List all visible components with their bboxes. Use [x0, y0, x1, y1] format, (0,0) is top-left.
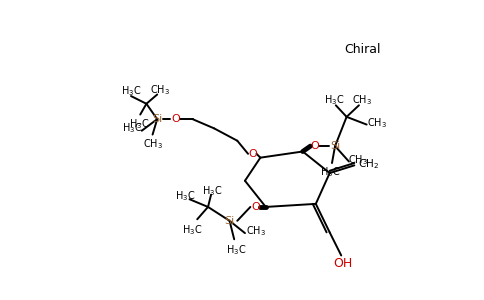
- Text: Si: Si: [330, 141, 340, 151]
- Text: H$_3$C: H$_3$C: [320, 165, 341, 179]
- Text: H$_3$C: H$_3$C: [129, 117, 149, 131]
- Text: O: O: [248, 149, 257, 159]
- Text: CH$_3$: CH$_3$: [348, 153, 368, 167]
- Text: CH$_3$: CH$_3$: [143, 137, 163, 151]
- Text: O: O: [251, 202, 260, 212]
- Text: H$_3$C: H$_3$C: [202, 184, 223, 198]
- Text: H$_3$C: H$_3$C: [122, 122, 143, 135]
- Text: OH: OH: [333, 257, 352, 270]
- Text: CH$_3$: CH$_3$: [367, 116, 387, 130]
- Text: CH$_3$: CH$_3$: [352, 93, 372, 107]
- Text: CH$_2$: CH$_2$: [358, 158, 378, 172]
- Text: Chiral: Chiral: [344, 44, 380, 56]
- Text: O: O: [310, 141, 318, 151]
- Text: H$_3$C: H$_3$C: [121, 85, 141, 98]
- Text: H$_3$C: H$_3$C: [226, 243, 246, 257]
- Text: Si: Si: [152, 114, 162, 124]
- Text: Si: Si: [225, 216, 235, 226]
- Text: CH$_3$: CH$_3$: [246, 225, 266, 238]
- Text: CH$_3$: CH$_3$: [150, 83, 170, 97]
- Text: O: O: [171, 114, 180, 124]
- Text: H$_3$C: H$_3$C: [182, 223, 203, 237]
- Text: H$_3$C: H$_3$C: [175, 189, 195, 203]
- Text: H$_3$C: H$_3$C: [324, 93, 345, 107]
